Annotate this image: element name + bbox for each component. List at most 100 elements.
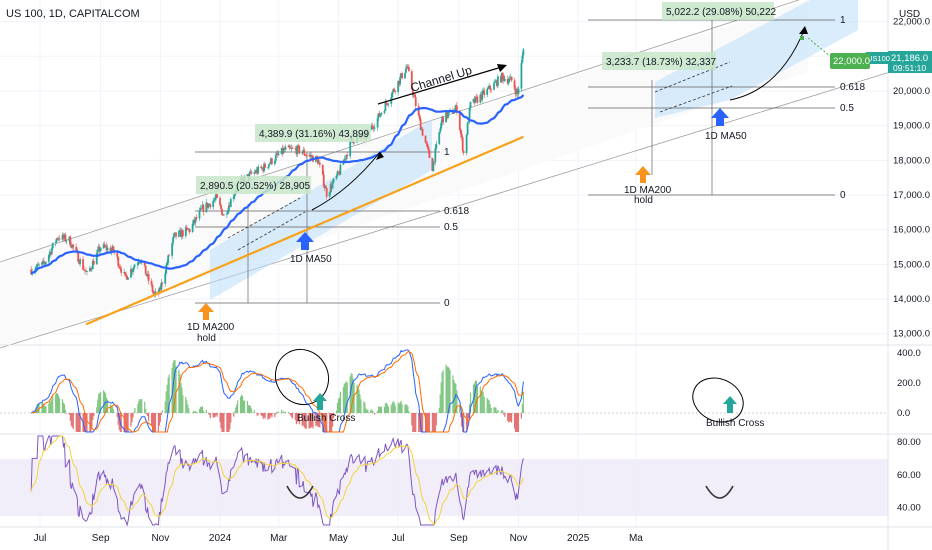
macd-bar	[508, 413, 510, 423]
candle	[253, 169, 256, 176]
candle	[446, 111, 448, 120]
candle	[219, 195, 221, 207]
candle	[130, 265, 132, 279]
macd-bar	[376, 410, 379, 413]
macd-bar	[71, 413, 73, 428]
candle	[54, 239, 57, 247]
svg-text:US100: US100	[867, 54, 890, 63]
svg-text:3,233.7 (18.73%) 32,337: 3,233.7 (18.73%) 32,337	[606, 57, 717, 68]
candle	[296, 144, 299, 158]
macd-circle-2	[692, 377, 744, 423]
candle	[104, 244, 107, 248]
macd-bar	[89, 413, 91, 432]
candle	[288, 143, 291, 151]
candle	[434, 145, 437, 166]
macd-bar	[353, 383, 355, 413]
macd-bar	[35, 407, 37, 413]
macd-bar	[56, 392, 58, 413]
macd-bar	[186, 400, 188, 413]
candle	[92, 257, 95, 265]
candle	[522, 47, 525, 60]
candle	[262, 166, 264, 174]
y-tick-label: 18,000.0	[893, 155, 930, 166]
candle	[180, 228, 183, 240]
macd-bar	[198, 408, 201, 413]
macd-bar	[283, 411, 285, 413]
macd-bar	[65, 413, 68, 414]
macd-bar	[160, 413, 162, 415]
candle	[404, 72, 406, 79]
ma200-hold-arrow-1	[198, 303, 214, 320]
macd-bar	[480, 391, 482, 413]
macd-bar	[374, 413, 376, 415]
candle	[287, 144, 290, 148]
macd-bar	[140, 399, 142, 413]
macd-bar	[439, 394, 441, 413]
candle	[461, 136, 464, 153]
candle	[227, 202, 230, 215]
candle	[502, 75, 505, 85]
macd-bar	[342, 387, 344, 413]
macd-bar	[278, 412, 280, 413]
candle	[98, 244, 101, 255]
candle	[65, 239, 68, 245]
macd-bar	[445, 364, 447, 413]
macd-bar	[229, 413, 231, 430]
candle	[173, 232, 175, 239]
macd-bar	[521, 404, 524, 413]
current-price-tag[interactable]: 21,186.0 09:51:10	[888, 51, 932, 73]
candle	[86, 270, 88, 276]
candles	[30, 47, 525, 298]
macd-bar	[385, 402, 387, 413]
macd-bar	[452, 375, 454, 413]
candle	[123, 268, 126, 276]
channel-up-label: Channel Up	[409, 63, 474, 95]
candle	[373, 123, 376, 132]
x-tick-label: Mar	[270, 533, 288, 544]
macd-bar	[239, 396, 242, 413]
candle	[322, 170, 325, 189]
macd-bar	[228, 413, 230, 432]
candle	[208, 202, 211, 205]
macd-bar	[180, 383, 182, 413]
candle	[378, 110, 381, 117]
channel-up-arrow	[377, 65, 506, 105]
candle	[371, 122, 374, 130]
candle	[89, 267, 92, 272]
candle	[254, 170, 257, 175]
macd-bar	[262, 413, 264, 420]
candle	[411, 87, 414, 99]
candle	[472, 98, 475, 104]
macd-bar	[148, 413, 150, 421]
macd-bar	[482, 392, 484, 413]
fib2-label-618: 0.618	[840, 82, 865, 93]
candle	[268, 163, 270, 170]
macd-bar	[64, 409, 67, 413]
macd-bar	[371, 409, 373, 413]
candle	[495, 79, 497, 83]
svg-text:21,186.0: 21,186.0	[891, 53, 928, 64]
macd-bar	[301, 413, 303, 426]
currency-label: USD	[899, 9, 920, 20]
macd-bar	[242, 400, 245, 413]
macd-bar	[500, 412, 502, 413]
macd-bar	[363, 401, 365, 413]
candle	[469, 101, 472, 111]
candle	[85, 267, 87, 272]
macd-bar	[414, 413, 416, 432]
candle	[269, 161, 271, 165]
macd-bar	[489, 404, 491, 413]
macd-bar	[387, 406, 389, 413]
macd-bar	[357, 387, 359, 413]
candle	[513, 77, 516, 91]
macd-bar	[364, 402, 366, 413]
macd-bar	[113, 412, 115, 413]
macd-bar	[99, 393, 101, 413]
rsi-line	[30, 435, 524, 527]
macd-bar	[401, 404, 403, 413]
candle	[168, 253, 171, 257]
macd-y-tick-label: 200.0	[897, 378, 921, 389]
macd-bar	[154, 413, 157, 432]
candle	[421, 127, 424, 137]
candle	[414, 93, 417, 109]
